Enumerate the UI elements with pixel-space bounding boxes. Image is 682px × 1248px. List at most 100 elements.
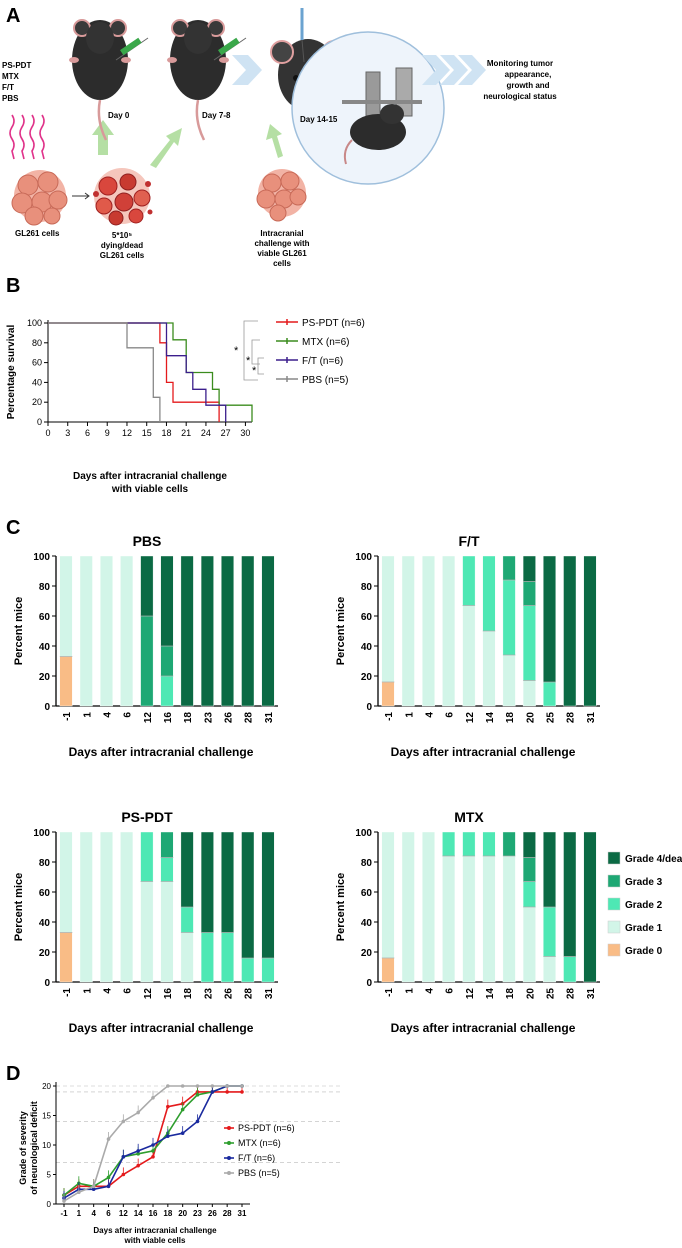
grade-bar-segment — [59, 932, 73, 983]
stereotaxic-frame-icon — [342, 67, 422, 165]
grade-bar-segment — [221, 831, 235, 933]
grade-chart-x-tick-label: 18 — [183, 988, 194, 1000]
grade-chart-y-tick-label: 100 — [33, 828, 50, 839]
panel-b-survival-chart: B Percentage survival 0 20 40 60 80 100 0 3 6 9 1… — [6, 275, 365, 495]
grade-chart-y-tick-label: 0 — [366, 978, 372, 989]
grade-chart-title: PS-PDT — [121, 809, 173, 825]
survival-legend-label: PS-PDT (n=6) — [302, 318, 365, 329]
severity-y-tick-label: 5 — [47, 1171, 52, 1180]
challenge-line4: cells — [273, 259, 291, 268]
significance-star: * — [252, 365, 257, 377]
grade-bar-segment — [180, 831, 194, 908]
dying-cells-line2: dying/dead — [101, 241, 143, 250]
grade-bar-segment — [59, 555, 73, 657]
grade-bar-segment — [221, 932, 235, 983]
grade-bar-segment — [180, 906, 194, 933]
severity-x-tick-label: 31 — [238, 1209, 247, 1218]
severity-point — [62, 1199, 66, 1203]
grade-chart-ylabel: Percent mice — [335, 597, 347, 665]
grade-chart-x-tick-label: 1 — [82, 712, 93, 718]
grade-bar-segment — [241, 957, 255, 983]
grade-chart-x-tick-label: -1 — [62, 988, 73, 997]
severity-legend-label: PS-PDT (n=6) — [238, 1123, 295, 1133]
severity-x-tick-label: 26 — [208, 1209, 217, 1218]
challenge-label: Intracranial challenge with viable GL261… — [254, 229, 309, 268]
grade-chart-x-tick-label: 12 — [143, 988, 154, 1000]
grade-chart-y-tick-label: 40 — [39, 642, 51, 653]
severity-x-tick-label: 28 — [223, 1209, 232, 1218]
grade-chart-y-tick-label: 20 — [361, 672, 373, 683]
dying-cells-icon — [93, 168, 153, 226]
grade-chart-ylabel: Percent mice — [335, 873, 347, 941]
severity-point — [166, 1134, 170, 1138]
severity-point — [180, 1107, 185, 1112]
grade-bar-segment — [462, 605, 476, 707]
severity-x-tick-label: 12 — [119, 1209, 128, 1218]
grade-chart-x-tick-label: 26 — [224, 988, 235, 1000]
grade-chart-x-tick-label: 4 — [102, 712, 113, 718]
survival-y-tick-label: 20 — [32, 397, 42, 407]
chevron-right-icon — [232, 55, 262, 85]
severity-point — [121, 1155, 126, 1159]
survival-x-tick-label: 27 — [221, 428, 231, 438]
grade-bar-segment — [563, 831, 577, 957]
grade-bar-segment — [422, 555, 435, 707]
grade-bar-segment — [160, 831, 174, 858]
severity-y-tick-label: 20 — [42, 1082, 51, 1091]
severity-point — [240, 1090, 244, 1094]
significance-stars: * * * — [234, 345, 257, 377]
grade-chart-x-tick-label: 28 — [566, 988, 577, 1000]
grade-bar-segment — [462, 855, 476, 983]
grade-chart-x-tick-label: 20 — [525, 712, 536, 724]
grade-chart-x-tick-label: 1 — [404, 988, 415, 994]
grade-bar-segment — [79, 831, 93, 983]
dying-cells-label: 5*10⁵ dying/dead GL261 cells — [100, 231, 145, 260]
severity-point — [225, 1090, 229, 1094]
survival-line-3 — [48, 322, 161, 422]
grade-chart-title: F/T — [459, 533, 480, 549]
grade-chart-y-tick-label: 0 — [44, 702, 50, 713]
monitoring-line3: growth and — [506, 81, 549, 90]
grade-bar-segment — [442, 855, 456, 983]
grade-chart-y-tick-label: 100 — [33, 552, 50, 563]
grade-bar-segment — [543, 831, 556, 908]
severity-x-tick-label: 1 — [77, 1209, 82, 1218]
grade-bar-segment — [442, 831, 456, 857]
grade-chart-x-tick-label: 23 — [203, 988, 214, 1000]
severity-ylabel-line2: of neurological deficit — [29, 1101, 39, 1195]
grade-legend-label: Grade 0 — [625, 946, 663, 957]
grade-bar-segment — [140, 881, 154, 983]
grade-chart-x-tick-label: 28 — [244, 712, 255, 724]
day78-label: Day 7-8 — [202, 111, 231, 120]
syringe-day78-icon — [213, 37, 247, 61]
mouse-day0-icon — [69, 19, 131, 141]
grade-chart-x-tick-label: -1 — [384, 988, 395, 997]
grade-chart-y-tick-label: 100 — [355, 552, 372, 563]
severity-y-tick-label: 0 — [47, 1200, 52, 1209]
severity-x-tick-label: 23 — [193, 1209, 202, 1218]
survival-legend-label: PBS (n=5) — [302, 375, 348, 386]
survival-x-tick-label: 15 — [142, 428, 152, 438]
severity-legend-marker — [227, 1171, 231, 1175]
severity-legend-label: MTX (n=6) — [238, 1138, 281, 1148]
grade-bar-segment — [522, 581, 536, 606]
grade-chart-x-tick-label: 12 — [465, 988, 476, 1000]
grade-chart-x-tick-label: 6 — [123, 988, 134, 994]
severity-legend-label: F/T (n=6) — [238, 1153, 275, 1163]
survival-x-tick-label: 3 — [65, 428, 70, 438]
grade-bar-segment — [462, 555, 476, 606]
grade-bar-segment — [522, 857, 536, 882]
severity-point — [225, 1084, 229, 1088]
grade-chart-xlabel: Days after intracranial challenge — [391, 745, 576, 759]
grade-bar-segment — [563, 555, 577, 707]
survival-y-tick-label: 0 — [37, 417, 42, 427]
grade-chart-y-tick-label: 80 — [39, 582, 51, 593]
grade-bar-segment — [79, 555, 93, 707]
triple-chevron-icon — [422, 55, 486, 85]
grade-bar-segment — [140, 615, 154, 707]
grade-legend-swatch — [607, 943, 621, 957]
severity-y-tick-label: 10 — [42, 1141, 51, 1150]
severity-point — [106, 1175, 111, 1180]
grade-chart-xlabel: Days after intracranial challenge — [69, 1021, 254, 1035]
